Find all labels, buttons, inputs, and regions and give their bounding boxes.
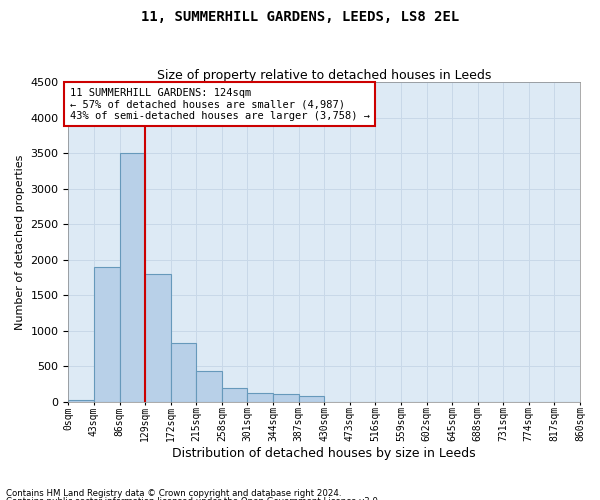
Bar [196, 372, 222, 402]
Bar [171, 343, 196, 402]
Bar [94, 267, 119, 402]
Text: 11, SUMMERHILL GARDENS, LEEDS, LS8 2EL: 11, SUMMERHILL GARDENS, LEEDS, LS8 2EL [141, 10, 459, 24]
Text: Contains HM Land Registry data © Crown copyright and database right 2024.: Contains HM Land Registry data © Crown c… [6, 488, 341, 498]
Title: Size of property relative to detached houses in Leeds: Size of property relative to detached ho… [157, 69, 491, 82]
Text: Contains public sector information licensed under the Open Government Licence v3: Contains public sector information licen… [6, 498, 380, 500]
Bar [119, 153, 145, 402]
Bar [273, 394, 299, 402]
Bar [299, 396, 324, 402]
Bar [68, 400, 94, 402]
Y-axis label: Number of detached properties: Number of detached properties [15, 154, 25, 330]
Bar [247, 394, 273, 402]
Bar [145, 274, 171, 402]
Text: 11 SUMMERHILL GARDENS: 124sqm
← 57% of detached houses are smaller (4,987)
43% o: 11 SUMMERHILL GARDENS: 124sqm ← 57% of d… [70, 88, 370, 121]
Bar [222, 388, 247, 402]
X-axis label: Distribution of detached houses by size in Leeds: Distribution of detached houses by size … [172, 447, 476, 460]
